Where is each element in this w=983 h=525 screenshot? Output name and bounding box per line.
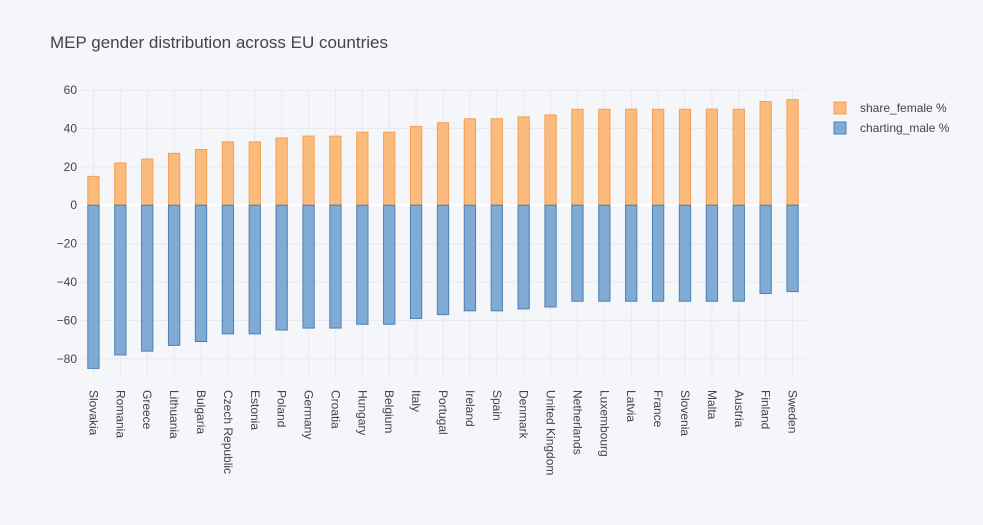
y-tick-label: 40 — [64, 121, 78, 135]
bar-charting-male[interactable] — [759, 204, 772, 295]
bar-charting-male[interactable] — [141, 204, 154, 352]
x-tick-label: Latvia — [624, 390, 638, 422]
x-tick-label: Czech Republic — [221, 390, 235, 474]
x-tick-label: Italy — [409, 390, 423, 412]
bar-share-female[interactable] — [248, 141, 261, 206]
bar-share-female[interactable] — [356, 131, 369, 206]
x-tick-label: Poland — [275, 390, 289, 427]
x-tick-label: Austria — [732, 390, 746, 428]
bar-share-female[interactable] — [221, 141, 235, 206]
x-tick-label: Spain — [490, 390, 504, 421]
bar-share-female[interactable] — [786, 99, 799, 206]
x-tick-label: Croatia — [328, 390, 342, 429]
bar-charting-male[interactable] — [598, 204, 611, 302]
bar-share-female[interactable] — [409, 125, 423, 206]
x-tick-label: Ireland — [463, 390, 477, 427]
bar-charting-male[interactable] — [571, 204, 584, 302]
bar-share-female[interactable] — [544, 114, 557, 206]
bar-share-female[interactable] — [490, 118, 503, 206]
bar-share-female[interactable] — [517, 116, 530, 206]
x-tick-label: Finland — [759, 390, 773, 429]
bar-share-female[interactable] — [383, 131, 396, 206]
bar-share-female[interactable] — [329, 135, 342, 206]
x-tick-label: Greece — [140, 390, 154, 430]
bar-charting-male[interactable] — [356, 204, 369, 325]
x-tick-label: Malta — [705, 390, 719, 420]
x-tick-label: Estonia — [248, 390, 262, 430]
bar-charting-male[interactable] — [625, 204, 638, 302]
bar-share-female[interactable] — [141, 158, 154, 206]
x-tick-label: Romania — [113, 390, 127, 438]
bar-charting-male[interactable] — [436, 204, 450, 316]
bar-charting-male[interactable] — [544, 204, 557, 308]
x-tick-label: Denmark — [517, 390, 531, 440]
x-tick-label: Sweden — [786, 390, 800, 433]
x-tick-label: Hungary — [355, 390, 369, 435]
bar-share-female[interactable] — [275, 137, 288, 206]
bar-share-female[interactable] — [463, 118, 477, 206]
bar-share-female[interactable] — [302, 135, 315, 206]
bar-charting-male[interactable] — [490, 204, 503, 312]
bar-share-female[interactable] — [436, 122, 450, 206]
x-tick-label: Slovenia — [678, 390, 692, 436]
x-tick-label: France — [651, 390, 665, 428]
x-tick-label: Belgium — [382, 390, 396, 433]
bar-charting-male[interactable] — [409, 204, 423, 319]
x-tick-label: Germany — [302, 390, 316, 439]
bar-charting-male[interactable] — [194, 204, 208, 343]
legend-label[interactable]: charting_male % — [860, 121, 950, 135]
bar-share-female[interactable] — [87, 175, 100, 206]
bar-share-female[interactable] — [651, 108, 665, 206]
bar-share-female[interactable] — [732, 108, 745, 206]
bar-share-female[interactable] — [194, 149, 208, 206]
x-tick-label: United Kingdom — [544, 390, 558, 475]
bar-share-female[interactable] — [167, 152, 181, 206]
bar-charting-male[interactable] — [732, 204, 745, 302]
bar-share-female[interactable] — [678, 108, 692, 206]
bar-charting-male[interactable] — [786, 204, 799, 293]
bar-share-female[interactable] — [571, 108, 584, 206]
x-tick-label: Netherlands — [570, 390, 584, 455]
x-tick-label: Portugal — [436, 390, 450, 435]
y-tick-label: 60 — [64, 83, 78, 97]
legend-label[interactable]: share_female % — [860, 101, 947, 115]
y-tick-label: 0 — [70, 198, 77, 212]
x-tick-label: Lithuania — [167, 390, 181, 439]
bar-charting-male[interactable] — [87, 204, 100, 369]
y-tick-label: −40 — [57, 275, 78, 289]
bar-charting-male[interactable] — [302, 204, 315, 329]
bar-charting-male[interactable] — [167, 204, 181, 346]
y-tick-label: −20 — [57, 237, 78, 251]
chart-title: MEP gender distribution across EU countr… — [50, 33, 388, 52]
legend-swatch[interactable] — [833, 121, 847, 135]
y-tick-label: 20 — [64, 160, 78, 174]
bar-share-female[interactable] — [598, 108, 611, 206]
bar-charting-male[interactable] — [329, 204, 342, 329]
bar-charting-male[interactable] — [651, 204, 665, 302]
bar-charting-male[interactable] — [678, 204, 692, 302]
bar-share-female[interactable] — [705, 108, 719, 206]
bar-charting-male[interactable] — [705, 204, 719, 302]
bar-charting-male[interactable] — [463, 204, 477, 312]
y-tick-label: −80 — [57, 352, 78, 366]
y-tick-label: −60 — [57, 313, 78, 327]
bar-charting-male[interactable] — [383, 204, 396, 325]
legend-swatch[interactable] — [833, 101, 847, 115]
bar-share-female[interactable] — [625, 108, 638, 206]
bar-charting-male[interactable] — [248, 204, 261, 335]
bar-charting-male[interactable] — [114, 204, 127, 356]
x-tick-label: Slovakia — [86, 390, 100, 436]
x-tick-label: Luxembourg — [597, 390, 611, 457]
bar-charting-male[interactable] — [221, 204, 235, 335]
bar-charting-male[interactable] — [517, 204, 530, 310]
bar-charting-male[interactable] — [275, 204, 288, 331]
bar-share-female[interactable] — [759, 101, 772, 206]
bar-share-female[interactable] — [114, 162, 127, 206]
x-tick-label: Bulgaria — [194, 390, 208, 434]
